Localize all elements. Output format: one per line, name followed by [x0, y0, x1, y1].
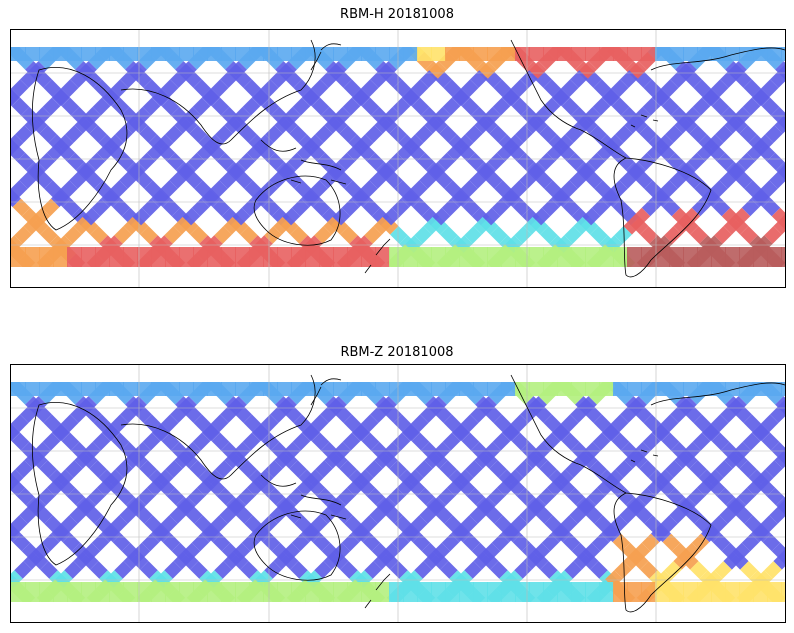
z-coast-0 [31, 402, 128, 566]
z-gridlines [11, 365, 785, 622]
h-coast-4 [364, 238, 391, 274]
h-coast-3 [253, 175, 341, 246]
z-coast-4 [364, 573, 391, 609]
rbm-z-map [10, 364, 786, 623]
rbm-h-title: RBM-H 20181008 [340, 7, 454, 22]
rbm-h-map [10, 29, 786, 288]
h-coast-6 [510, 39, 582, 131]
z-coast-3 [253, 510, 341, 581]
z-coast-5 [310, 378, 342, 406]
z-coast-9 [630, 449, 659, 463]
h-coast-7 [580, 129, 712, 278]
h-coast-8 [650, 47, 785, 71]
h-coast-9 [630, 114, 659, 128]
z-coast-1 [120, 374, 316, 480]
z-coastlines [31, 374, 785, 613]
h-coastlines [31, 39, 785, 278]
rbm-z-plot [11, 365, 785, 622]
rbm-z-title: RBM-Z 20181008 [340, 345, 454, 360]
h-swaths [11, 47, 785, 267]
rbm-h-plot [11, 30, 785, 287]
h-coast-2 [260, 139, 347, 185]
h-coast-5 [310, 43, 342, 71]
z-coast-2 [260, 474, 347, 520]
z-coast-6 [510, 374, 582, 466]
h-coast-0 [31, 67, 128, 231]
z-coast-7 [580, 464, 712, 613]
z-coast-8 [650, 382, 785, 406]
h-coast-1 [120, 39, 316, 145]
